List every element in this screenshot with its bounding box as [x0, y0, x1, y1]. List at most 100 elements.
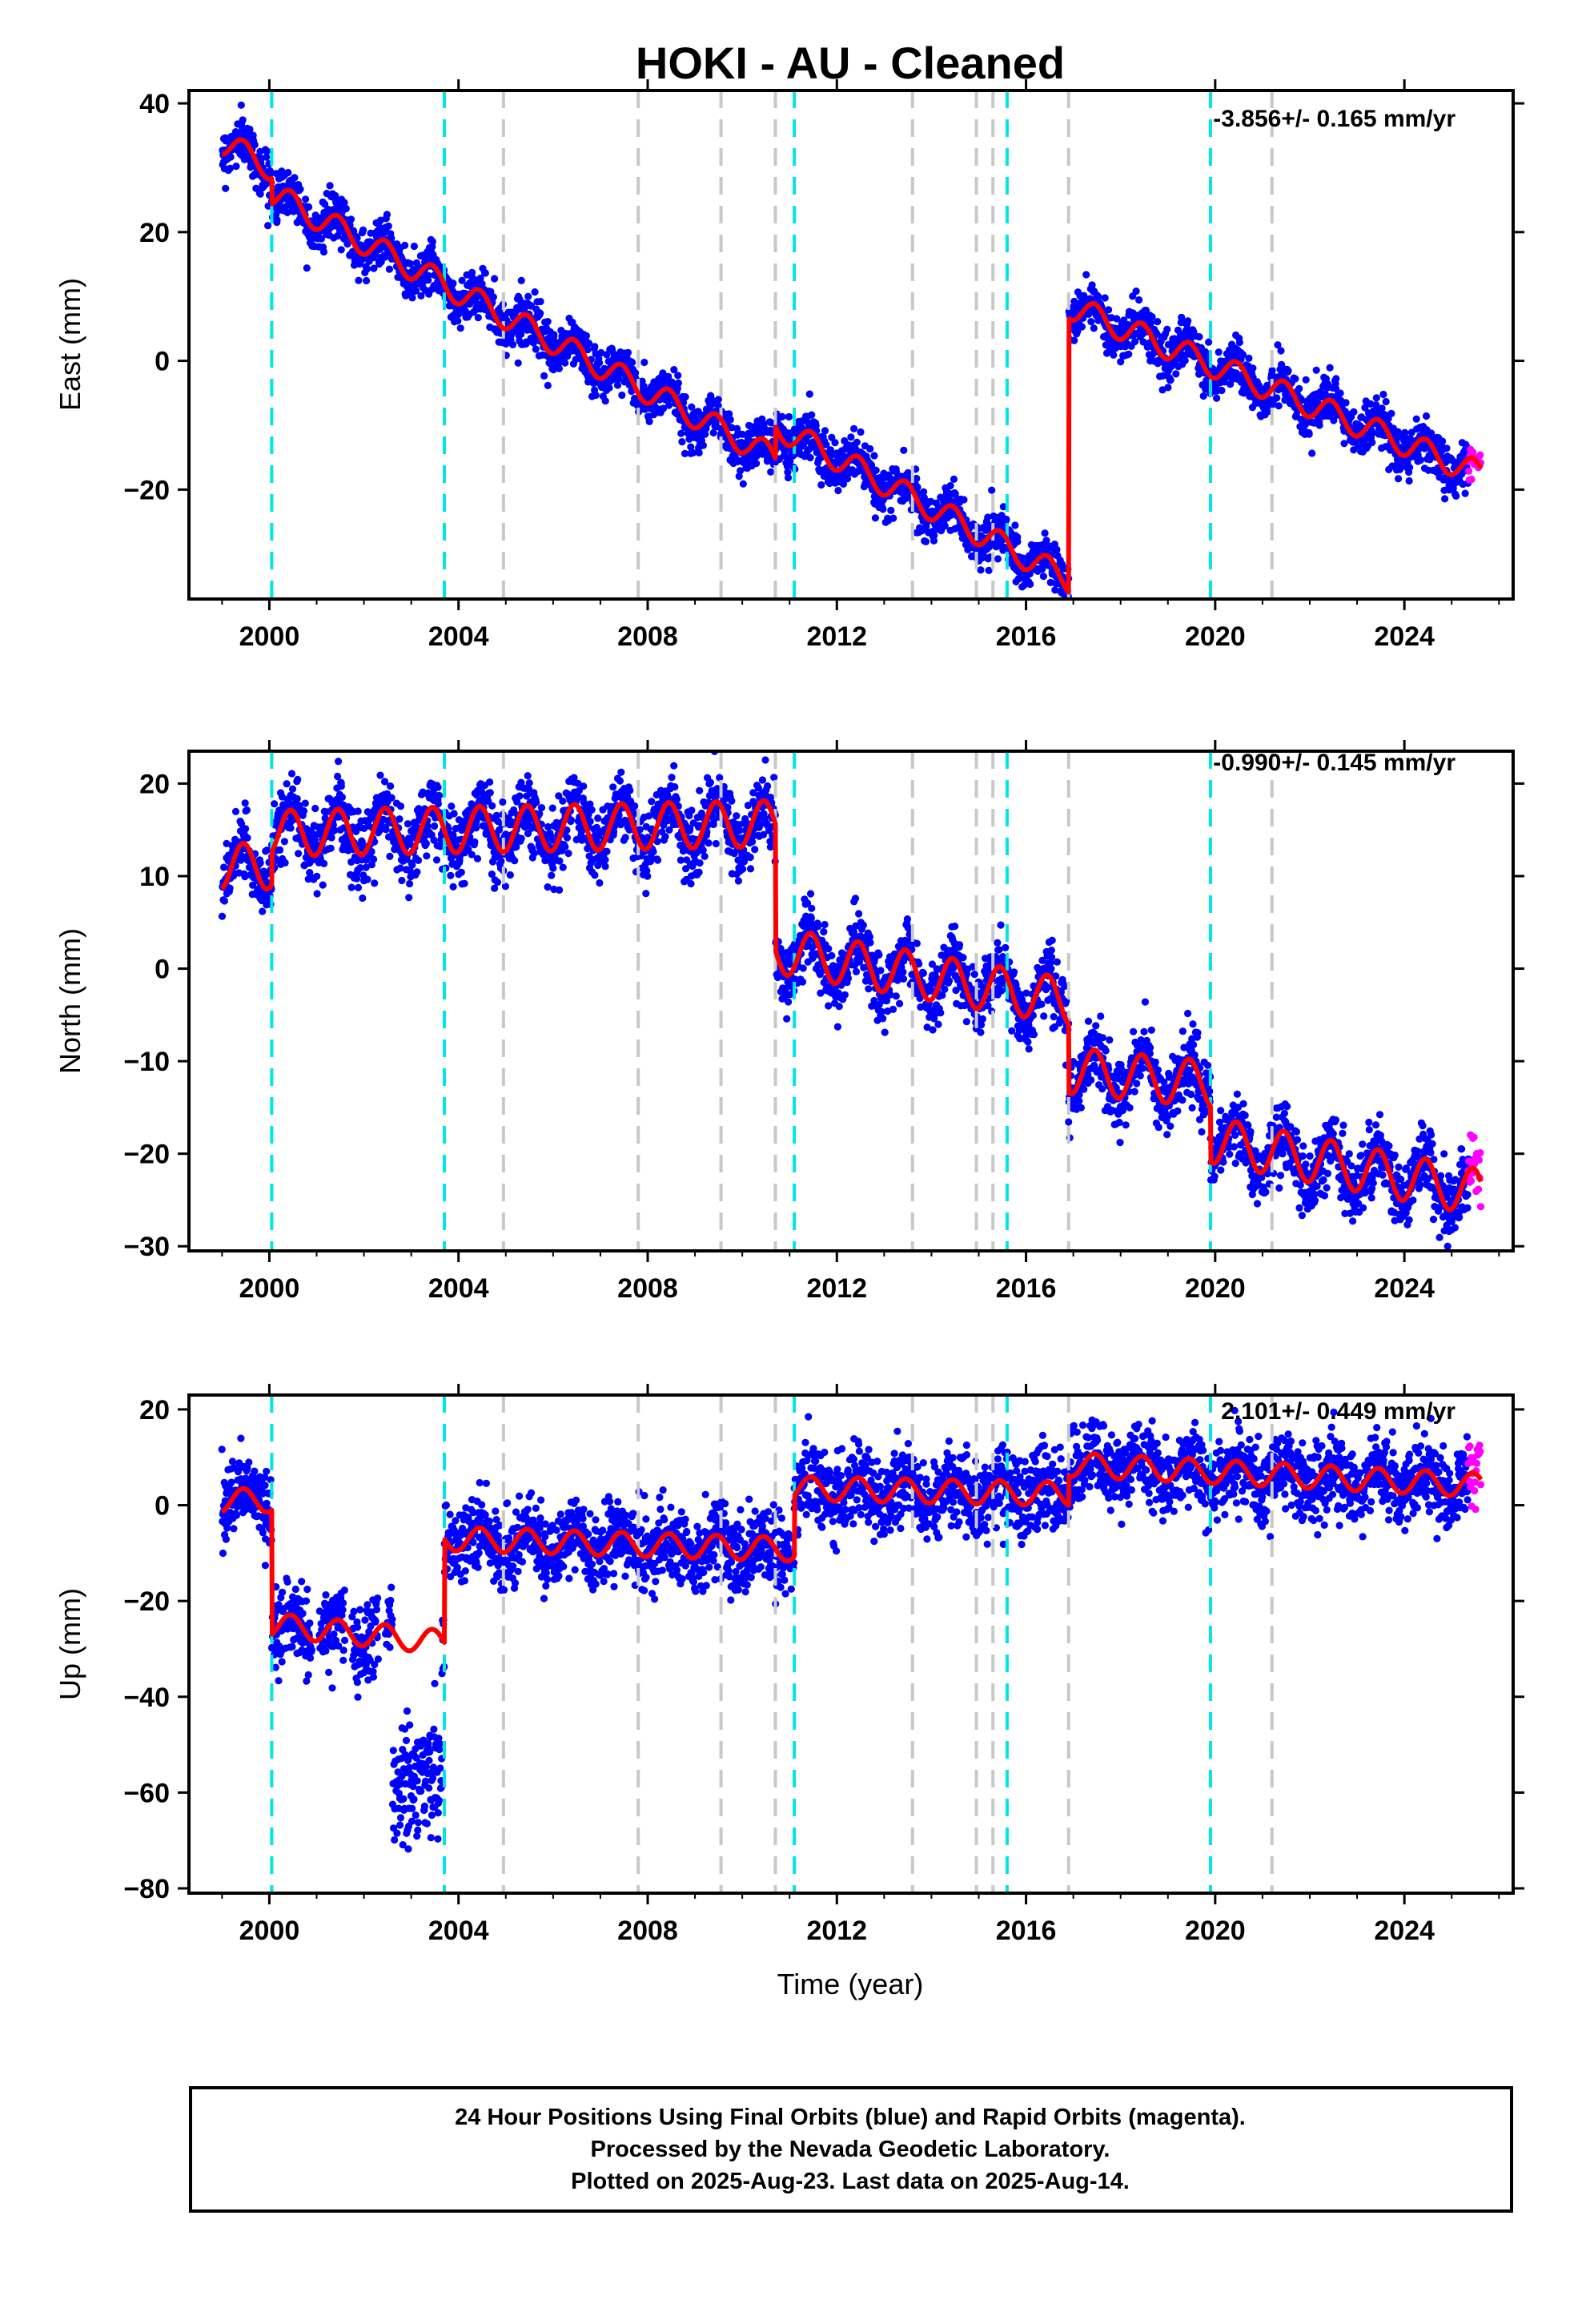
east-final-orbit-point — [681, 449, 689, 458]
east-final-orbit-point — [728, 424, 736, 432]
east-final-orbit-point — [454, 317, 462, 325]
east-final-orbit-point — [930, 531, 938, 540]
east-final-orbit-point — [735, 472, 743, 480]
north-final-orbit-point — [506, 871, 514, 879]
east-final-orbit-point — [1326, 364, 1334, 372]
east-final-orbit-point — [283, 208, 291, 216]
east-final-orbit-point — [465, 300, 474, 308]
north-final-orbit-point — [609, 783, 617, 791]
east-final-orbit-point — [1342, 399, 1350, 407]
north-final-orbit-point — [525, 779, 533, 787]
east-final-orbit-point — [401, 241, 409, 249]
east-final-orbit-point — [887, 506, 895, 515]
east-final-orbit-point — [532, 345, 540, 353]
east-final-orbit-point — [540, 372, 548, 380]
east-final-orbit-point — [866, 444, 874, 453]
east-final-orbit-point — [256, 190, 264, 198]
east-final-orbit-point — [673, 384, 681, 392]
east-final-orbit-point — [1039, 573, 1047, 581]
east-final-orbit-point — [988, 486, 996, 494]
east-final-orbit-point — [1291, 375, 1299, 383]
east-x-tick-label: 2012 — [806, 621, 867, 652]
east-final-orbit-point — [681, 393, 689, 401]
north-final-orbit-point — [688, 806, 696, 814]
east-final-orbit-point — [709, 428, 717, 437]
east-final-orbit-point — [714, 401, 722, 409]
east-final-orbit-point — [1308, 449, 1316, 457]
east-final-orbit-point — [767, 419, 775, 427]
east-final-orbit-point — [596, 359, 604, 367]
east-final-orbit-point — [913, 483, 921, 491]
east-final-orbit-point — [1273, 394, 1281, 402]
north-final-orbit-point — [406, 879, 414, 888]
east-final-orbit-point — [1235, 338, 1243, 347]
east-final-orbit-point — [585, 340, 593, 348]
east-final-orbit-point — [808, 411, 816, 419]
east-final-orbit-point — [1245, 354, 1253, 362]
east-final-orbit-point — [406, 259, 414, 267]
north-final-orbit-point — [559, 863, 567, 871]
east-final-orbit-point — [1101, 294, 1109, 302]
east-final-orbit-point — [1336, 389, 1344, 397]
north-final-orbit-point — [532, 798, 540, 806]
north-final-orbit-point — [422, 839, 431, 847]
north-final-orbit-point — [673, 795, 681, 803]
east-final-orbit-point — [946, 481, 954, 490]
north-final-orbit-point — [327, 844, 335, 852]
east-final-orbit-point — [699, 441, 708, 449]
north-final-orbit-point — [563, 834, 572, 842]
east-final-orbit-point — [1026, 580, 1034, 589]
east-final-orbit-point — [677, 429, 685, 437]
east-final-orbit-point — [353, 234, 361, 242]
north-final-orbit-point — [567, 816, 576, 824]
north-final-orbit-point — [448, 802, 456, 810]
east-final-orbit-point — [550, 331, 558, 339]
east-final-orbit-point — [831, 439, 839, 447]
east-final-orbit-point — [476, 274, 484, 282]
north-final-orbit-point — [281, 858, 289, 866]
east-final-orbit-point — [1105, 306, 1113, 314]
east-final-orbit-point — [1205, 338, 1213, 346]
north-final-orbit-point — [493, 879, 502, 887]
east-final-orbit-point — [674, 372, 682, 380]
east-y-tick-label: 40 — [139, 89, 170, 119]
north-final-orbit-point — [259, 907, 267, 915]
east-x-tick-label: 2000 — [239, 621, 300, 652]
north-final-orbit-point — [371, 879, 379, 887]
east-final-orbit-point — [1268, 367, 1276, 375]
north-final-orbit-point — [548, 871, 556, 879]
east-final-orbit-point — [582, 332, 591, 340]
east-final-orbit-point — [561, 359, 569, 367]
east-final-orbit-point — [645, 417, 653, 426]
east-final-orbit-point — [1041, 529, 1049, 537]
north-final-orbit-point — [241, 799, 249, 807]
east-final-orbit-point — [714, 396, 723, 404]
east-final-orbit-point — [921, 537, 930, 546]
north-final-orbit-point — [486, 789, 494, 797]
north-final-orbit-point — [243, 834, 251, 842]
east-final-orbit-point — [1065, 609, 1072, 616]
north-final-orbit-point — [486, 778, 494, 786]
north-final-orbit-point — [603, 847, 611, 855]
east-final-orbit-point — [424, 271, 432, 279]
east-final-orbit-point — [1416, 456, 1424, 464]
north-final-orbit-point — [601, 862, 609, 870]
east-final-orbit-point — [601, 397, 609, 405]
north-final-orbit-point — [580, 782, 588, 790]
east-final-orbit-point — [252, 171, 260, 179]
north-final-orbit-point — [556, 857, 564, 865]
north-final-orbit-point — [353, 875, 361, 883]
east-final-orbit-point — [665, 401, 673, 409]
east-final-orbit-point — [1372, 394, 1380, 402]
east-final-orbit-point — [591, 343, 599, 351]
north-panel: 2000 2004 2008 2012 2016 2020 2024−30−20−10010… — [54, 740, 1524, 1304]
east-final-orbit-point — [767, 468, 775, 476]
east-final-orbit-point — [1184, 317, 1192, 325]
north-final-orbit-point — [405, 894, 413, 902]
east-final-orbit-point — [1087, 318, 1095, 326]
east-final-orbit-point — [850, 424, 858, 432]
east-final-orbit-point — [812, 421, 820, 429]
east-y-tick-label: −20 — [123, 475, 170, 505]
